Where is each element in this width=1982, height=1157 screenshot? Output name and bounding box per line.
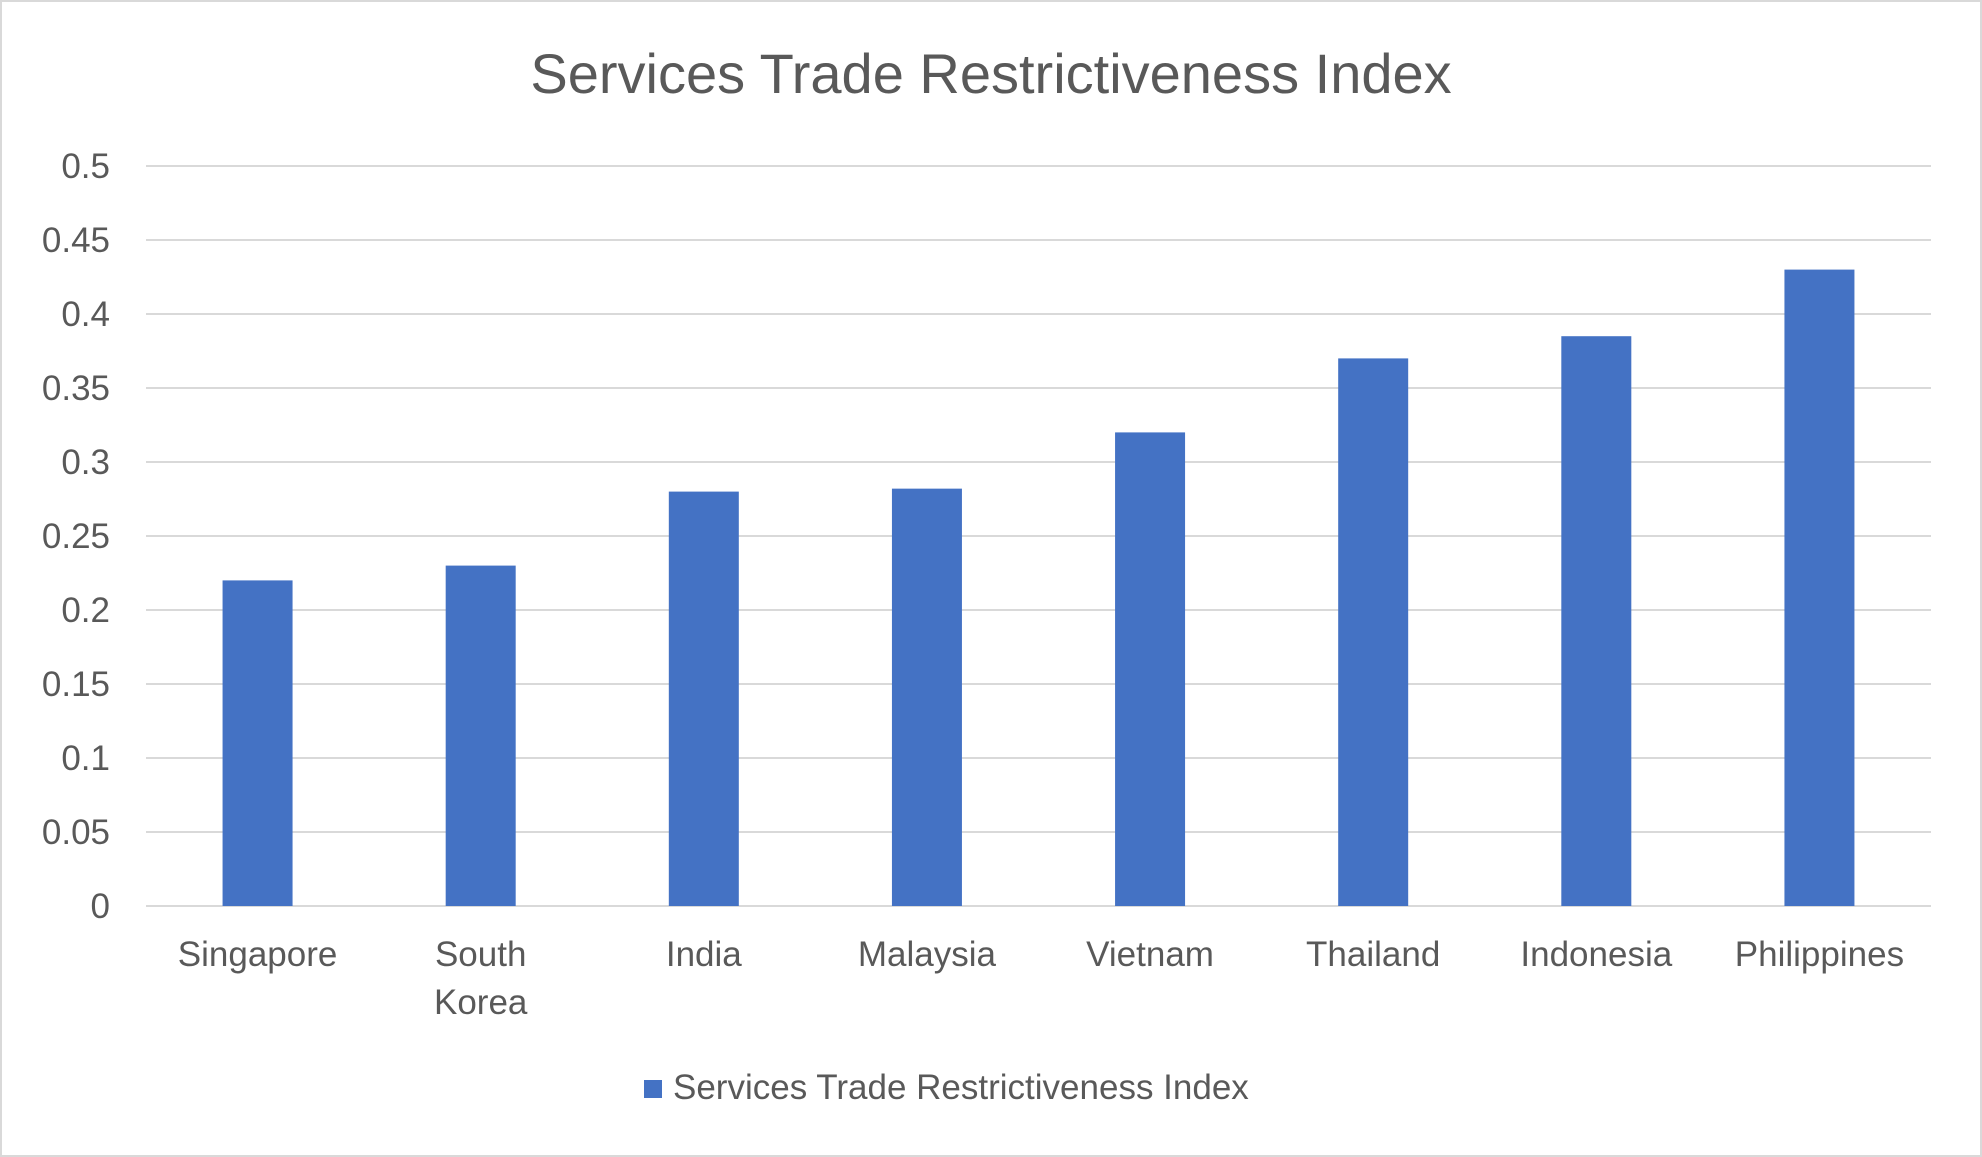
x-tick-label: Singapore — [178, 935, 338, 974]
y-tick-label: 0.15 — [42, 665, 110, 704]
y-tick-label: 0.5 — [61, 147, 110, 186]
x-tick-label: South Korea — [434, 935, 528, 1022]
x-tick-label: India — [666, 935, 742, 974]
y-tick-label: 0 — [91, 887, 110, 926]
bar-south-korea — [445, 565, 516, 906]
y-tick-label: 0.45 — [42, 221, 110, 260]
bar-indonesia — [1561, 336, 1632, 906]
bars — [222, 269, 1855, 907]
gridlines — [146, 165, 1931, 907]
y-tick-label: 0.35 — [42, 369, 110, 408]
y-axis-ticks: 0 0.05 0.1 0.15 0.2 0.25 0.3 0.35 0.4 0.45 0.5 — [42, 147, 110, 926]
x-tick-label: Philippines — [1735, 935, 1904, 974]
y-tick-label: 0.4 — [61, 295, 110, 334]
legend: Services Trade Restrictiveness Index — [644, 1068, 1249, 1107]
x-tick-label: Thailand — [1306, 935, 1440, 974]
y-tick-label: 0.1 — [61, 739, 110, 778]
x-tick-label: Malaysia — [858, 935, 997, 974]
bar-singapore — [222, 580, 293, 906]
y-tick-label: 0.25 — [42, 517, 110, 556]
y-tick-label: 0.05 — [42, 813, 110, 852]
x-axis-ticks: Singapore South Korea India Malaysia Vietnam T… — [178, 935, 1904, 1022]
bar-thailand — [1338, 358, 1409, 906]
y-tick-label: 0.2 — [61, 591, 110, 630]
legend-label: Services Trade Restrictiveness Index — [673, 1068, 1249, 1107]
bar-vietnam — [1115, 432, 1186, 906]
bar-india — [668, 491, 739, 906]
x-tick-label: Indonesia — [1520, 935, 1672, 974]
bar-philippines — [1784, 269, 1855, 907]
legend-swatch — [644, 1080, 662, 1098]
x-tick-label: Vietnam — [1086, 935, 1214, 974]
bar-malaysia — [891, 488, 962, 906]
y-tick-label: 0.3 — [61, 443, 110, 482]
chart-title: Services Trade Restrictiveness Index — [530, 42, 1451, 105]
